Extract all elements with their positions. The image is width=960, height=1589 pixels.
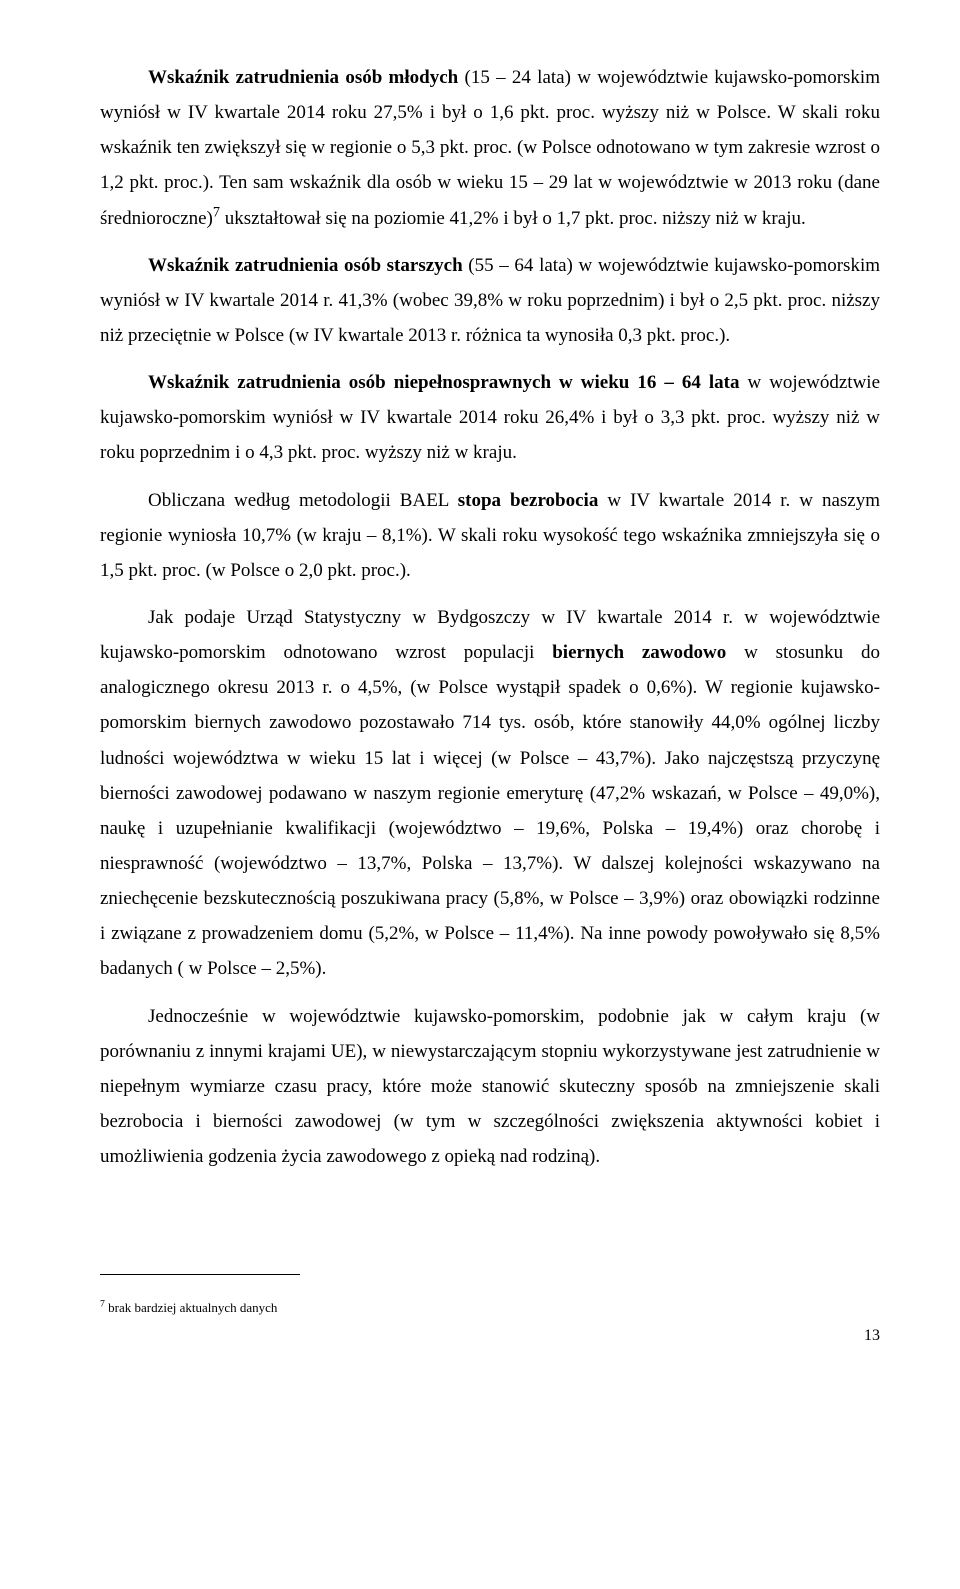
footnote-text: 7 brak bardziej aktualnych danych <box>100 1299 880 1317</box>
page-number: 13 <box>100 1327 880 1345</box>
footnote-separator <box>100 1274 300 1275</box>
paragraph-2: Wskaźnik zatrudnienia osób starszych (55… <box>100 248 880 353</box>
paragraph-4: Obliczana według metodologii BAEL stopa … <box>100 483 880 588</box>
paragraph-6: Jednocześnie w województwie kujawsko-pom… <box>100 999 880 1175</box>
paragraph-1: Wskaźnik zatrudnienia osób młodych (15 –… <box>100 60 880 236</box>
paragraph-5: Jak podaje Urząd Statystyczny w Bydgoszc… <box>100 600 880 987</box>
paragraph-3: Wskaźnik zatrudnienia osób niepełnospraw… <box>100 365 880 470</box>
